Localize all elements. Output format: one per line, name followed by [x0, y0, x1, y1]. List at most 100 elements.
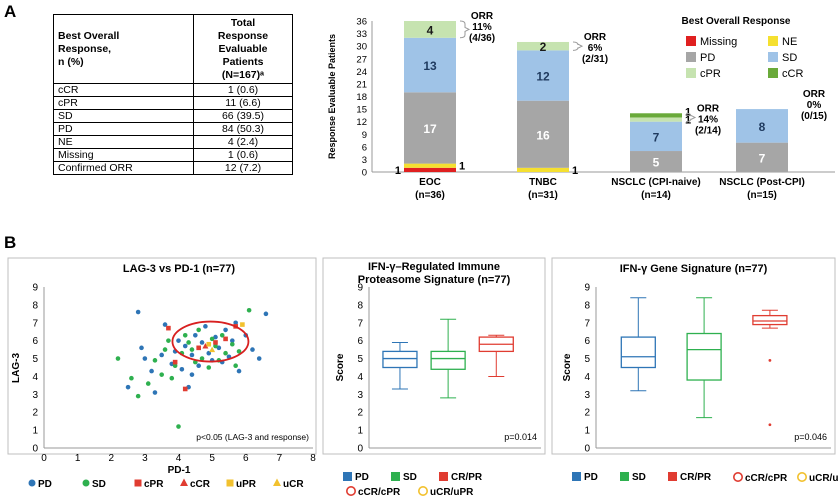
scatter-point [189, 352, 195, 358]
scatter-point [209, 346, 216, 353]
legend-marker [226, 479, 234, 487]
y-tick-label: 3 [32, 390, 38, 401]
y-tick-label: 7 [357, 318, 363, 329]
legend-marker [180, 478, 188, 486]
y-tick-label: 24 [356, 67, 367, 78]
y-tick-label: 21 [356, 79, 367, 90]
orr-label: (2/14) [695, 125, 721, 136]
y-axis-label: Score [562, 353, 573, 381]
y-tick-label: 9 [584, 283, 590, 294]
header-right-line: Evaluable [218, 42, 268, 55]
legend-label: uCR/uPR [430, 487, 474, 498]
header-left-line: Best Overall [58, 29, 120, 42]
orr-label: 14% [698, 114, 718, 125]
table-header-row: Best Overall Response, n (%) Total Respo… [53, 14, 294, 84]
legend-swatch [439, 472, 448, 481]
scatter-point [213, 340, 218, 345]
legend-label: PD [38, 479, 52, 490]
scatter-point [219, 333, 225, 338]
y-axis-label: LAG-3 [11, 353, 22, 383]
orr-label: (4/36) [469, 33, 495, 44]
y-tick-label: 3 [584, 390, 590, 401]
legend-marker [796, 471, 807, 482]
scatter-point [189, 372, 195, 377]
orr-label: (0/15) [801, 111, 827, 122]
scatter-point [263, 311, 269, 317]
legend-label: SD [92, 479, 106, 490]
scatter-point [172, 359, 178, 365]
legend-label: cPR [700, 68, 721, 80]
legend-label: uCR [283, 479, 304, 490]
data-label: 7 [759, 151, 766, 165]
chart-frame [7, 257, 317, 455]
scatter-point [223, 336, 228, 342]
y-tick-label: 9 [32, 283, 38, 294]
scatter-point [176, 424, 181, 429]
x-tick-label: EOC [419, 177, 441, 188]
y-tick-label: 12 [356, 117, 367, 128]
scatter-point [196, 345, 201, 351]
table-row: Confirmed ORR 12 (7.2) [53, 161, 294, 175]
y-tick-label: 27 [356, 54, 367, 65]
scatter-point [236, 368, 242, 374]
table-row: Missing 1 (0.6) [53, 148, 294, 162]
scatter-point [135, 393, 141, 399]
table-row: cPR 11 (6.6) [53, 96, 294, 110]
y-axis-label: Response Evaluable Patients [327, 34, 337, 159]
y-tick-label: 6 [584, 336, 590, 347]
scatter-point [125, 384, 131, 390]
x-tick-label: 5 [209, 453, 215, 464]
x-tick-label: 3 [142, 453, 148, 464]
orr-label: 6% [588, 43, 603, 54]
scatter-point [135, 309, 141, 315]
scatter-point [166, 338, 171, 343]
bar-segment [404, 92, 456, 164]
box-body [752, 314, 788, 326]
scatter-point [152, 358, 158, 363]
header-left-line: Response, [58, 42, 112, 55]
table-row: PD 84 (50.3) [53, 122, 294, 136]
x-tick-label: 2 [108, 453, 114, 464]
orr-label: (2/31) [582, 54, 608, 65]
bar-segment [517, 100, 569, 168]
data-label: 12 [536, 70, 550, 84]
row-value: 12 (7.2) [192, 161, 294, 175]
bar-segment [517, 41, 569, 51]
legend-label: cPR [144, 479, 164, 490]
data-label: 1 [572, 165, 578, 177]
y-tick-label: 5 [32, 354, 38, 365]
header-right-line: Patients [222, 55, 264, 68]
legend-swatch [572, 472, 581, 481]
scatter-point [216, 345, 222, 351]
scatter-point [233, 363, 238, 369]
y-tick-label: 9 [357, 283, 363, 294]
scatter-point [233, 320, 238, 326]
data-label: 1 [685, 106, 691, 118]
data-label: 17 [423, 122, 437, 136]
orr-label: ORR [471, 11, 494, 22]
legend-marker [732, 471, 743, 482]
scatter-point [213, 343, 218, 349]
y-tick-label: 30 [356, 42, 367, 53]
y-tick-label: 2 [32, 408, 38, 419]
orr-label: 11% [472, 22, 492, 33]
y-tick-label: 1 [32, 426, 38, 437]
y-tick-label: 33 [356, 29, 367, 40]
y-tick-label: 0 [362, 168, 367, 179]
y-tick-label: 2 [357, 408, 363, 419]
y-tick-label: 2 [584, 408, 590, 419]
x-tick-label: 1 [75, 453, 81, 464]
scatter-point [213, 334, 218, 340]
y-tick-label: 8 [584, 300, 590, 311]
orr-brace [685, 112, 697, 123]
bar-segment [630, 121, 682, 152]
legend-swatch [686, 68, 696, 78]
chart-title: IFN-γ Gene Signature (n=77) [620, 263, 768, 275]
annotation-text: p=0.046 [794, 432, 827, 442]
bar-segment [736, 109, 788, 143]
legend-label: cCR/cPR [358, 487, 401, 498]
scatter-point [189, 347, 195, 352]
data-label: 5 [653, 156, 660, 170]
